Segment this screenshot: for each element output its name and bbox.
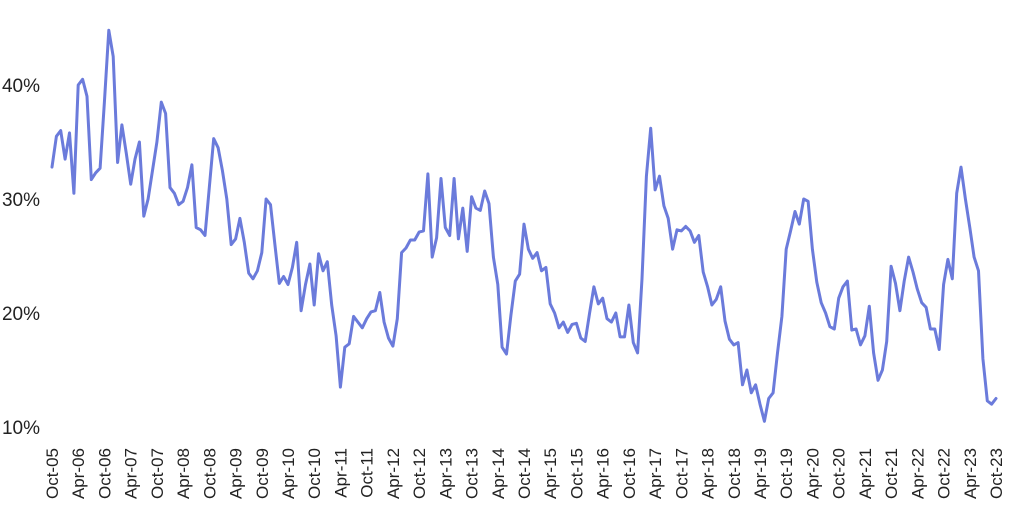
y-tick-label: 40% [2,76,40,97]
x-tick-label: Apr-23 [961,448,980,499]
x-tick-label: Apr-18 [699,448,718,499]
x-tick-label: Oct-08 [200,448,219,499]
x-tick-label: Oct-09 [253,448,272,499]
x-tick-label: Oct-20 [830,448,849,499]
x-tick-label: Oct-21 [882,448,901,499]
y-tick-label: 10% [2,418,40,439]
y-tick-label: 20% [2,304,40,325]
x-tick-label: Apr-21 [856,448,875,499]
x-axis: Oct-05 Apr-06 Oct-06 Apr-07 Oct-07 Apr-08 Oct-… [43,448,1006,499]
x-tick-label: Apr-10 [279,448,298,499]
x-tick-label: Apr-09 [227,448,246,499]
x-tick-label: Oct-06 [95,448,114,499]
x-tick-label: Apr-19 [751,448,770,499]
x-tick-label: Oct-15 [567,448,586,499]
x-tick-label: Apr-16 [594,448,613,499]
x-tick-label: Apr-17 [646,448,665,499]
x-tick-label: Apr-15 [541,448,560,499]
x-tick-label: Oct-10 [305,448,324,499]
x-tick-label: Oct-13 [463,448,482,499]
plot-area [50,28,998,423]
x-tick-label: Oct-22 [935,448,954,499]
x-tick-label: Apr-22 [908,448,927,499]
x-tick-label: Apr-06 [69,448,88,499]
x-tick-label: Apr-14 [489,448,508,499]
x-tick-label: Oct-12 [410,448,429,499]
x-tick-label: Oct-11 [358,448,377,498]
y-axis: 10% 20% 30% 40% [2,76,40,439]
x-tick-label: Apr-13 [436,448,455,499]
x-tick-label: Apr-12 [384,448,403,499]
series-line [50,28,998,423]
x-tick-label: Oct-17 [672,448,691,499]
x-tick-label: Oct-19 [777,448,796,499]
x-tick-label: Apr-20 [803,448,822,499]
x-tick-label: Apr-11 [331,448,350,498]
x-tick-label: Oct-05 [43,448,62,499]
x-tick-label: Oct-18 [725,448,744,499]
x-tick-label: Oct-07 [148,448,167,499]
x-tick-label: Oct-16 [620,448,639,499]
x-tick-label: Apr-07 [122,448,141,499]
y-tick-label: 30% [2,190,40,211]
x-tick-label: Oct-14 [515,448,534,499]
x-tick-label: Apr-08 [174,448,193,499]
x-tick-label: Oct-23 [987,448,1006,499]
